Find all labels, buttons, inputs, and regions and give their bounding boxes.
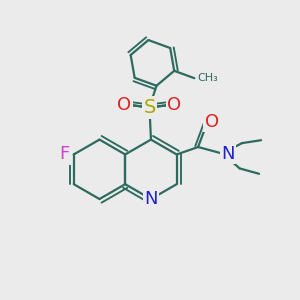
Text: O: O: [205, 113, 219, 131]
Text: O: O: [167, 96, 182, 114]
Text: F: F: [59, 146, 69, 164]
Text: N: N: [144, 190, 158, 208]
Text: N: N: [221, 145, 235, 163]
Text: S: S: [143, 98, 156, 117]
Text: O: O: [117, 96, 132, 114]
Text: CH₃: CH₃: [197, 73, 218, 83]
